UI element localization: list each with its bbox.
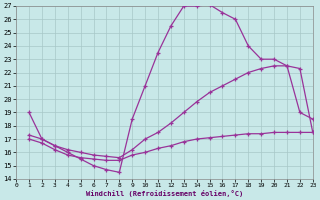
X-axis label: Windchill (Refroidissement éolien,°C): Windchill (Refroidissement éolien,°C)	[86, 190, 243, 197]
